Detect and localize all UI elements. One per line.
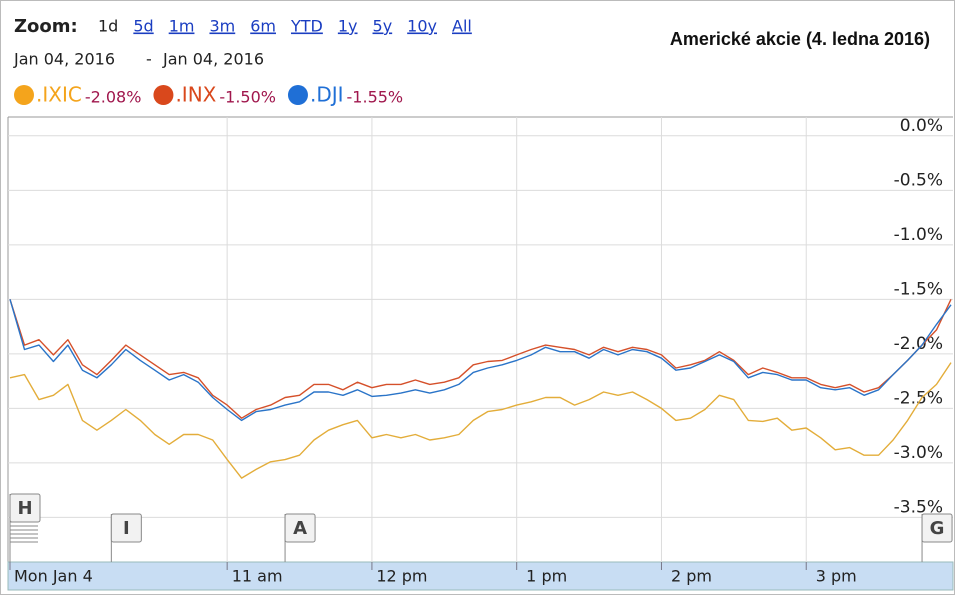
zoom-option[interactable]: 6m [250,17,276,36]
flag[interactable]: A [284,513,316,562]
flag-label: G [930,518,945,539]
flag-label: I [123,518,130,539]
zoom-option[interactable]: 10y [407,17,437,36]
y-tick-label: -1.5% [894,279,943,299]
flag-box [110,513,142,543]
zoom-option[interactable]: 5d [133,17,153,36]
y-tick-label: -2.5% [894,388,943,408]
zoom-option[interactable]: YTD [290,17,323,36]
x-tick-label: 3 pm [816,567,857,586]
y-tick-label: -0.5% [894,170,943,190]
flag-box [921,513,953,543]
zoom-options: 1d 5d 1m 3m 6m YTD 1y 5y 10y All [98,17,472,36]
x-tick-label: 1 pm [526,567,567,586]
x-tick-label: 12 pm [376,567,427,586]
y-tick-label: 0.0% [900,116,943,136]
flag-box [284,513,316,543]
x-axis-band [7,561,954,591]
legend-dot [14,85,34,105]
x-tick-label: 11 am [232,567,283,586]
plot: 0.0% -0.5% -1.0% -1.5% -2.0% -2.5% -3.0% -3.5% M… [8,116,953,586]
date-to: Jan 04, 2016 [162,50,264,69]
series-line [9,299,952,419]
legend-name: .IXIC [36,83,82,107]
date-from: Jan 04, 2016 [13,50,115,69]
flag-label: H [17,498,32,519]
y-tick-label: -3.0% [894,443,943,463]
flag-label: A [293,518,307,539]
legend-dot [287,85,308,105]
legend-change: -1.50% [219,88,276,107]
series-line [9,299,952,422]
x-tick-label: 2 pm [671,567,712,586]
legend-name: .DJI [310,83,344,107]
legend-dot [153,85,174,105]
flag[interactable]: I [110,513,142,562]
y-tick-label: -2.0% [894,334,943,354]
flag-box [9,493,41,523]
zoom-option[interactable]: 5y [373,17,393,36]
date-separator: - [146,50,152,69]
y-tick-label: -3.5% [894,497,943,517]
legend: .IXIC -2.08% .INX -1.50% .DJI -1.55% [14,83,403,107]
zoom-option: 1d [98,17,118,36]
legend-change: -1.55% [347,88,404,107]
chart-title: Americké akcie (4. ledna 2016) [670,29,930,49]
flag[interactable]: H [9,493,41,562]
zoom-option[interactable]: 3m [209,17,235,36]
legend-change: -2.08% [85,88,142,107]
zoom-option[interactable]: 1y [338,17,358,36]
series-line [9,362,952,479]
zoom-option[interactable]: 1m [169,17,195,36]
zoom-label: Zoom: [14,16,78,37]
x-tick-label: Mon Jan 4 [14,567,93,586]
legend-name: .INX [175,83,216,107]
y-tick-label: -1.0% [894,225,943,245]
flag[interactable]: G [921,513,953,562]
zoom-option[interactable]: All [452,17,472,36]
